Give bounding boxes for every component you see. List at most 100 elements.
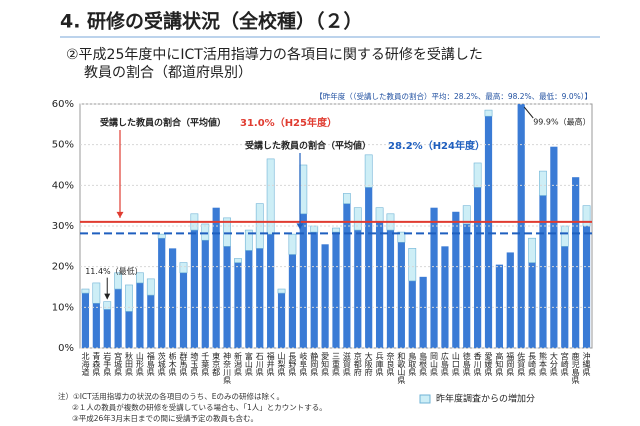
x-tick-label: 長崎県 bbox=[528, 352, 537, 377]
bar-segment bbox=[125, 311, 133, 348]
bar-segment bbox=[179, 272, 188, 348]
x-tick-label: 長野県 bbox=[288, 352, 297, 377]
subtitle: 教員の割合（都道府県別） bbox=[84, 64, 252, 81]
arrow-head bbox=[296, 223, 304, 230]
y-tick-label: 50% bbox=[52, 140, 74, 151]
x-tick-label: 宮崎県 bbox=[560, 351, 569, 377]
bar-segment bbox=[81, 293, 90, 348]
x-tick-label: 和歌山県 bbox=[397, 352, 406, 385]
bar-segment bbox=[146, 278, 155, 296]
bar-segment bbox=[517, 104, 525, 348]
bar-segment bbox=[430, 207, 438, 348]
bar-segment bbox=[342, 193, 351, 204]
bar-segment bbox=[560, 225, 569, 247]
bar-segment bbox=[266, 158, 275, 235]
bar-segment bbox=[310, 232, 318, 348]
x-tick-label: 福島県 bbox=[146, 352, 155, 377]
x-tick-label: 京都府 bbox=[353, 351, 362, 377]
bar-segment bbox=[201, 240, 209, 348]
bar-segment bbox=[136, 272, 144, 284]
note: ③平成26年3月末日までの間に受講予定の教員も含む。 bbox=[72, 413, 258, 423]
x-tick-label: 兵庫県 bbox=[375, 351, 384, 377]
bar-segment bbox=[462, 205, 471, 225]
bar-segment bbox=[114, 272, 123, 290]
legend-swatch bbox=[419, 394, 431, 404]
header-note: 【昨年度（（受講した教員の割合）平均：28.2%、最高：98.2%、最低：9.0… bbox=[315, 91, 592, 101]
bar-segment bbox=[147, 295, 155, 348]
x-tick-label: 高知県 bbox=[495, 351, 504, 377]
bar-segment bbox=[244, 229, 253, 251]
bar-segment bbox=[408, 248, 417, 282]
x-tick-label: 島根県 bbox=[419, 351, 428, 377]
bar-segment bbox=[223, 217, 231, 247]
bar-segment bbox=[321, 244, 329, 348]
x-tick-label: 鹿児島県 bbox=[571, 351, 580, 385]
bar-segment bbox=[310, 225, 319, 233]
bar-segment bbox=[158, 238, 166, 348]
reference-value-label: 28.2%（H24年度） bbox=[388, 139, 485, 152]
x-tick-label: 神奈川県 bbox=[223, 351, 232, 385]
bar-segment bbox=[136, 282, 144, 348]
bar-segment bbox=[397, 242, 405, 348]
x-tick-label: 愛媛県 bbox=[484, 351, 493, 377]
x-tick-label: 大分県 bbox=[549, 351, 558, 377]
bar-segment bbox=[484, 116, 493, 348]
bar-segment bbox=[157, 233, 166, 239]
y-tick-label: 60% bbox=[52, 99, 74, 110]
x-tick-label: 大阪府 bbox=[364, 351, 373, 377]
x-tick-label: 栃木県 bbox=[168, 351, 177, 377]
x-tick-label: 岡山県 bbox=[430, 352, 439, 377]
bar-segment bbox=[103, 301, 112, 310]
bar-segment bbox=[528, 262, 536, 348]
bar-segment bbox=[267, 234, 275, 348]
bar-segment bbox=[234, 262, 242, 348]
x-tick-label: 東京都 bbox=[212, 351, 221, 377]
bar-segment bbox=[582, 226, 591, 348]
bar-segment bbox=[343, 203, 351, 348]
reference-label: 受講した教員の割合（平均値） bbox=[100, 117, 226, 129]
bar-segment bbox=[463, 223, 471, 348]
bar-segment bbox=[81, 288, 90, 294]
x-tick-label: 広島県 bbox=[440, 351, 449, 377]
x-tick-label: 佐賀県 bbox=[517, 351, 526, 377]
bar-segment bbox=[397, 231, 406, 243]
bar-segment bbox=[179, 262, 188, 274]
x-tick-label: 新潟県 bbox=[233, 351, 242, 377]
bar-segment bbox=[473, 162, 482, 188]
x-tick-label: 沖縄県 bbox=[582, 351, 591, 377]
x-tick-label: 福井県 bbox=[266, 352, 275, 377]
x-tick-label: 愛知県 bbox=[321, 351, 330, 377]
subtitle: ②平成25年度中にICT活用指導力の各項目に関する研修を受講した bbox=[66, 47, 483, 63]
bar-segment bbox=[441, 246, 449, 348]
bar-segment bbox=[582, 205, 591, 227]
legend-label: 昨年度調査からの増加分 bbox=[436, 393, 535, 405]
bar-segment bbox=[539, 170, 547, 196]
bar-segment bbox=[419, 276, 427, 348]
x-tick-label: 群馬県 bbox=[179, 351, 188, 377]
bar-segment bbox=[92, 303, 100, 348]
bar-segment bbox=[550, 146, 558, 348]
bar-segment bbox=[495, 264, 504, 348]
bar-segment bbox=[364, 154, 373, 188]
bar-segment bbox=[332, 232, 340, 348]
bar-segment bbox=[572, 177, 580, 348]
bar-segment bbox=[375, 207, 384, 223]
x-tick-label: 福岡県 bbox=[506, 352, 515, 377]
bar-segment bbox=[277, 288, 286, 294]
annotation: 11.4%（最低） bbox=[85, 266, 142, 276]
bar-segment bbox=[92, 282, 101, 304]
x-tick-label: 千葉県 bbox=[201, 351, 210, 377]
x-tick-label: 山形県 bbox=[135, 351, 144, 377]
x-tick-label: 山梨県 bbox=[277, 351, 286, 377]
bar-segment bbox=[125, 284, 133, 312]
arrow-head bbox=[116, 211, 124, 218]
bar-segment bbox=[539, 195, 547, 348]
x-tick-label: 鳥取県 bbox=[408, 351, 417, 377]
bar-segment bbox=[201, 223, 210, 241]
bar-segment bbox=[365, 187, 373, 348]
note: ②１人の教員が複数の研修を受講している場合も、「1人」とカウントする。 bbox=[72, 402, 327, 412]
arrow-head bbox=[104, 293, 111, 300]
x-tick-label: 徳島県 bbox=[462, 351, 471, 377]
x-tick-label: 石川県 bbox=[255, 352, 264, 377]
